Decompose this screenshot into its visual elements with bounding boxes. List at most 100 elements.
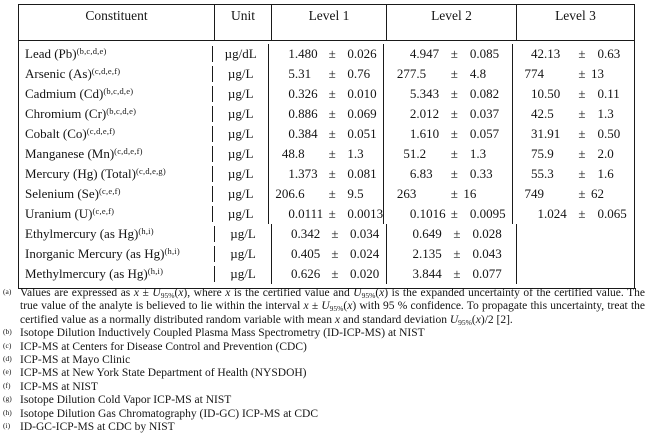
- value-frac: .342: [297, 226, 321, 241]
- value-frac: .50: [544, 86, 561, 101]
- footnote-marker: (f): [3, 380, 11, 390]
- value-int: 2: [409, 106, 417, 121]
- footnote-marker: (d): [3, 354, 12, 364]
- uncertainty-int: 1: [347, 146, 354, 161]
- value-int: 10: [531, 86, 544, 101]
- constituent-cell: Manganese (Mn)(c,d,e,f): [19, 146, 212, 162]
- uncertainty-int: 9: [347, 186, 354, 201]
- table-header-row: Constituent Unit Level 1 Level 2 Level 3: [19, 5, 634, 41]
- constituent-footnote-refs: (c,d,e,f): [114, 145, 143, 156]
- level2-cell: 1.610 ±0.057: [383, 124, 512, 144]
- value-int: 0: [288, 206, 295, 221]
- uncertainty-frac: .0: [604, 146, 614, 161]
- footnote: (i) ID-GC-ICP-MS at CDC by NIST: [3, 421, 645, 434]
- value-int: 0: [288, 86, 295, 101]
- constituent-cell: Methylmercury (as Hg)(h,i): [19, 266, 214, 282]
- unit-cell: µg/dL: [211, 46, 268, 62]
- uncertainty-int: 0: [597, 126, 605, 141]
- plus-minus-sign: ±: [578, 146, 586, 161]
- level2-cell: 2.135 ±0.043: [386, 244, 516, 264]
- value-frac: .384: [294, 126, 318, 141]
- uncertainty-int: 0: [597, 86, 605, 101]
- uncertainty-frac: .057: [476, 126, 500, 141]
- level1-cell: 48.8 ±1.3: [268, 144, 383, 164]
- level3-cell: 42.5 ±1.3: [512, 104, 634, 124]
- table-row: Manganese (Mn)(c,d,e,f) µg/L 48.8 ±1.3 51.2 ±…: [19, 144, 634, 164]
- plus-minus-sign: ±: [578, 206, 586, 221]
- value-int: 31: [531, 126, 544, 141]
- constituent-footnote-refs: (c,e,f): [99, 185, 121, 196]
- value-int: 0: [288, 106, 295, 121]
- value-int: 0: [412, 226, 420, 241]
- uncertainty-frac: .76: [353, 66, 371, 81]
- footnote-text: Isotope Dilution Gas Chromatography (ID-…: [20, 407, 319, 420]
- constituent-cell: Chromium (Cr)(b,c,d,e): [19, 106, 212, 122]
- header-level-2: Level 2: [386, 5, 516, 40]
- value-frac: .886: [294, 106, 318, 121]
- plus-minus-sign: ±: [450, 106, 458, 121]
- level3-cell: 42.13 ±0.63: [512, 44, 634, 64]
- plus-minus-sign: ±: [328, 146, 336, 161]
- plus-minus-sign: ±: [450, 86, 458, 101]
- level1-cell: 0.405 ±0.024: [271, 244, 386, 264]
- uncertainty-int: 0: [347, 46, 354, 61]
- value-frac: .405: [297, 246, 321, 261]
- level2-cell: 6.83 ±0.33: [383, 164, 512, 184]
- value-int: 0: [291, 266, 298, 281]
- uncertainty-frac: .63: [604, 46, 621, 61]
- constituent-cell: Ethylmercury (as Hg)(h,i): [19, 226, 214, 242]
- unit-cell: µg/L: [211, 66, 268, 82]
- uncertainty-frac: .082: [476, 86, 500, 101]
- table-row: Arsenic (As)(c,d,e,f) µg/L 5.31 ±0.76 277.5 ±…: [19, 64, 634, 84]
- plus-minus-sign: ±: [328, 46, 336, 61]
- level3-cell: 1.024 ±0.065: [512, 204, 634, 224]
- level1-cell: 0.326 ±0.010: [268, 84, 383, 104]
- footnote-text: Values are expressed as x ± U95%(x), whe…: [20, 287, 645, 327]
- unit-cell: µg/L: [214, 266, 271, 282]
- value-int: 42: [531, 106, 544, 121]
- constituent-footnote-refs: (h,i): [147, 265, 164, 276]
- constituent-footnote-refs: (c,e,f): [92, 205, 115, 216]
- value-int: 774: [524, 66, 545, 81]
- uncertainty-int: 0: [350, 226, 357, 241]
- uncertainty-int: 0: [347, 106, 354, 121]
- uncertainty-int: 0: [597, 46, 605, 61]
- level2-cell: 2.012 ±0.037: [383, 104, 512, 124]
- uncertainty-frac: .024: [356, 246, 380, 261]
- value-int: 206: [275, 186, 295, 201]
- constituent-footnote-refs: (b,c,d,e): [106, 105, 137, 116]
- plus-minus-sign: ±: [578, 126, 586, 141]
- table-row: Methylmercury (as Hg)(h,i) µg/L 0.626 ±0.02…: [19, 264, 634, 284]
- uncertainty-frac: .0013: [353, 206, 384, 221]
- uncertainty-frac: .037: [476, 106, 500, 121]
- level3-cell: 749 ±62: [512, 184, 634, 204]
- value-frac: .024: [544, 206, 567, 221]
- uncertainty-int: 0: [347, 166, 354, 181]
- value-frac: .326: [294, 86, 318, 101]
- unit-cell: µg/L: [211, 186, 268, 202]
- uncertainty-frac: .010: [353, 86, 377, 101]
- footnote-marker: (i): [3, 421, 11, 431]
- uncertainty-int: 0: [469, 106, 477, 121]
- plus-minus-sign: ±: [578, 66, 586, 81]
- uncertainty-int: 0: [472, 226, 480, 241]
- table-row: Cobalt (Co)(c,d,e,f) µg/L 0.384 ±0.051 1.610…: [19, 124, 634, 144]
- uncertainty-frac: .3: [604, 106, 614, 121]
- table-row: Mercury (Hg) (Total)(c,d,e,g) µg/L 1.373 ±0…: [19, 164, 634, 184]
- value-int: 42: [531, 46, 544, 61]
- level3-cell: 55.3 ±1.6: [512, 164, 634, 184]
- value-frac: .13: [544, 46, 561, 61]
- plus-minus-sign: ±: [453, 246, 461, 261]
- constituent-name: Ethylmercury (as Hg): [25, 226, 139, 241]
- uncertainty-int: 0: [469, 166, 477, 181]
- plus-minus-sign: ±: [328, 66, 336, 81]
- footnote: (c) ICP-MS at Centers for Disease Control…: [3, 341, 645, 354]
- uncertainty-int: 1: [469, 146, 477, 161]
- plus-minus-sign: ±: [578, 106, 586, 121]
- value-frac: .2: [416, 146, 427, 161]
- level2-cell: 277.5 ±4.8: [383, 64, 512, 84]
- plus-minus-sign: ±: [331, 266, 339, 281]
- plus-minus-sign: ±: [578, 186, 586, 201]
- constituent-footnote-refs: (b,c,d,e): [76, 45, 107, 56]
- table-row: Lead (Pb)(b,c,d,e) µg/dL 1.480 ±0.026 4.947 ±…: [19, 44, 634, 64]
